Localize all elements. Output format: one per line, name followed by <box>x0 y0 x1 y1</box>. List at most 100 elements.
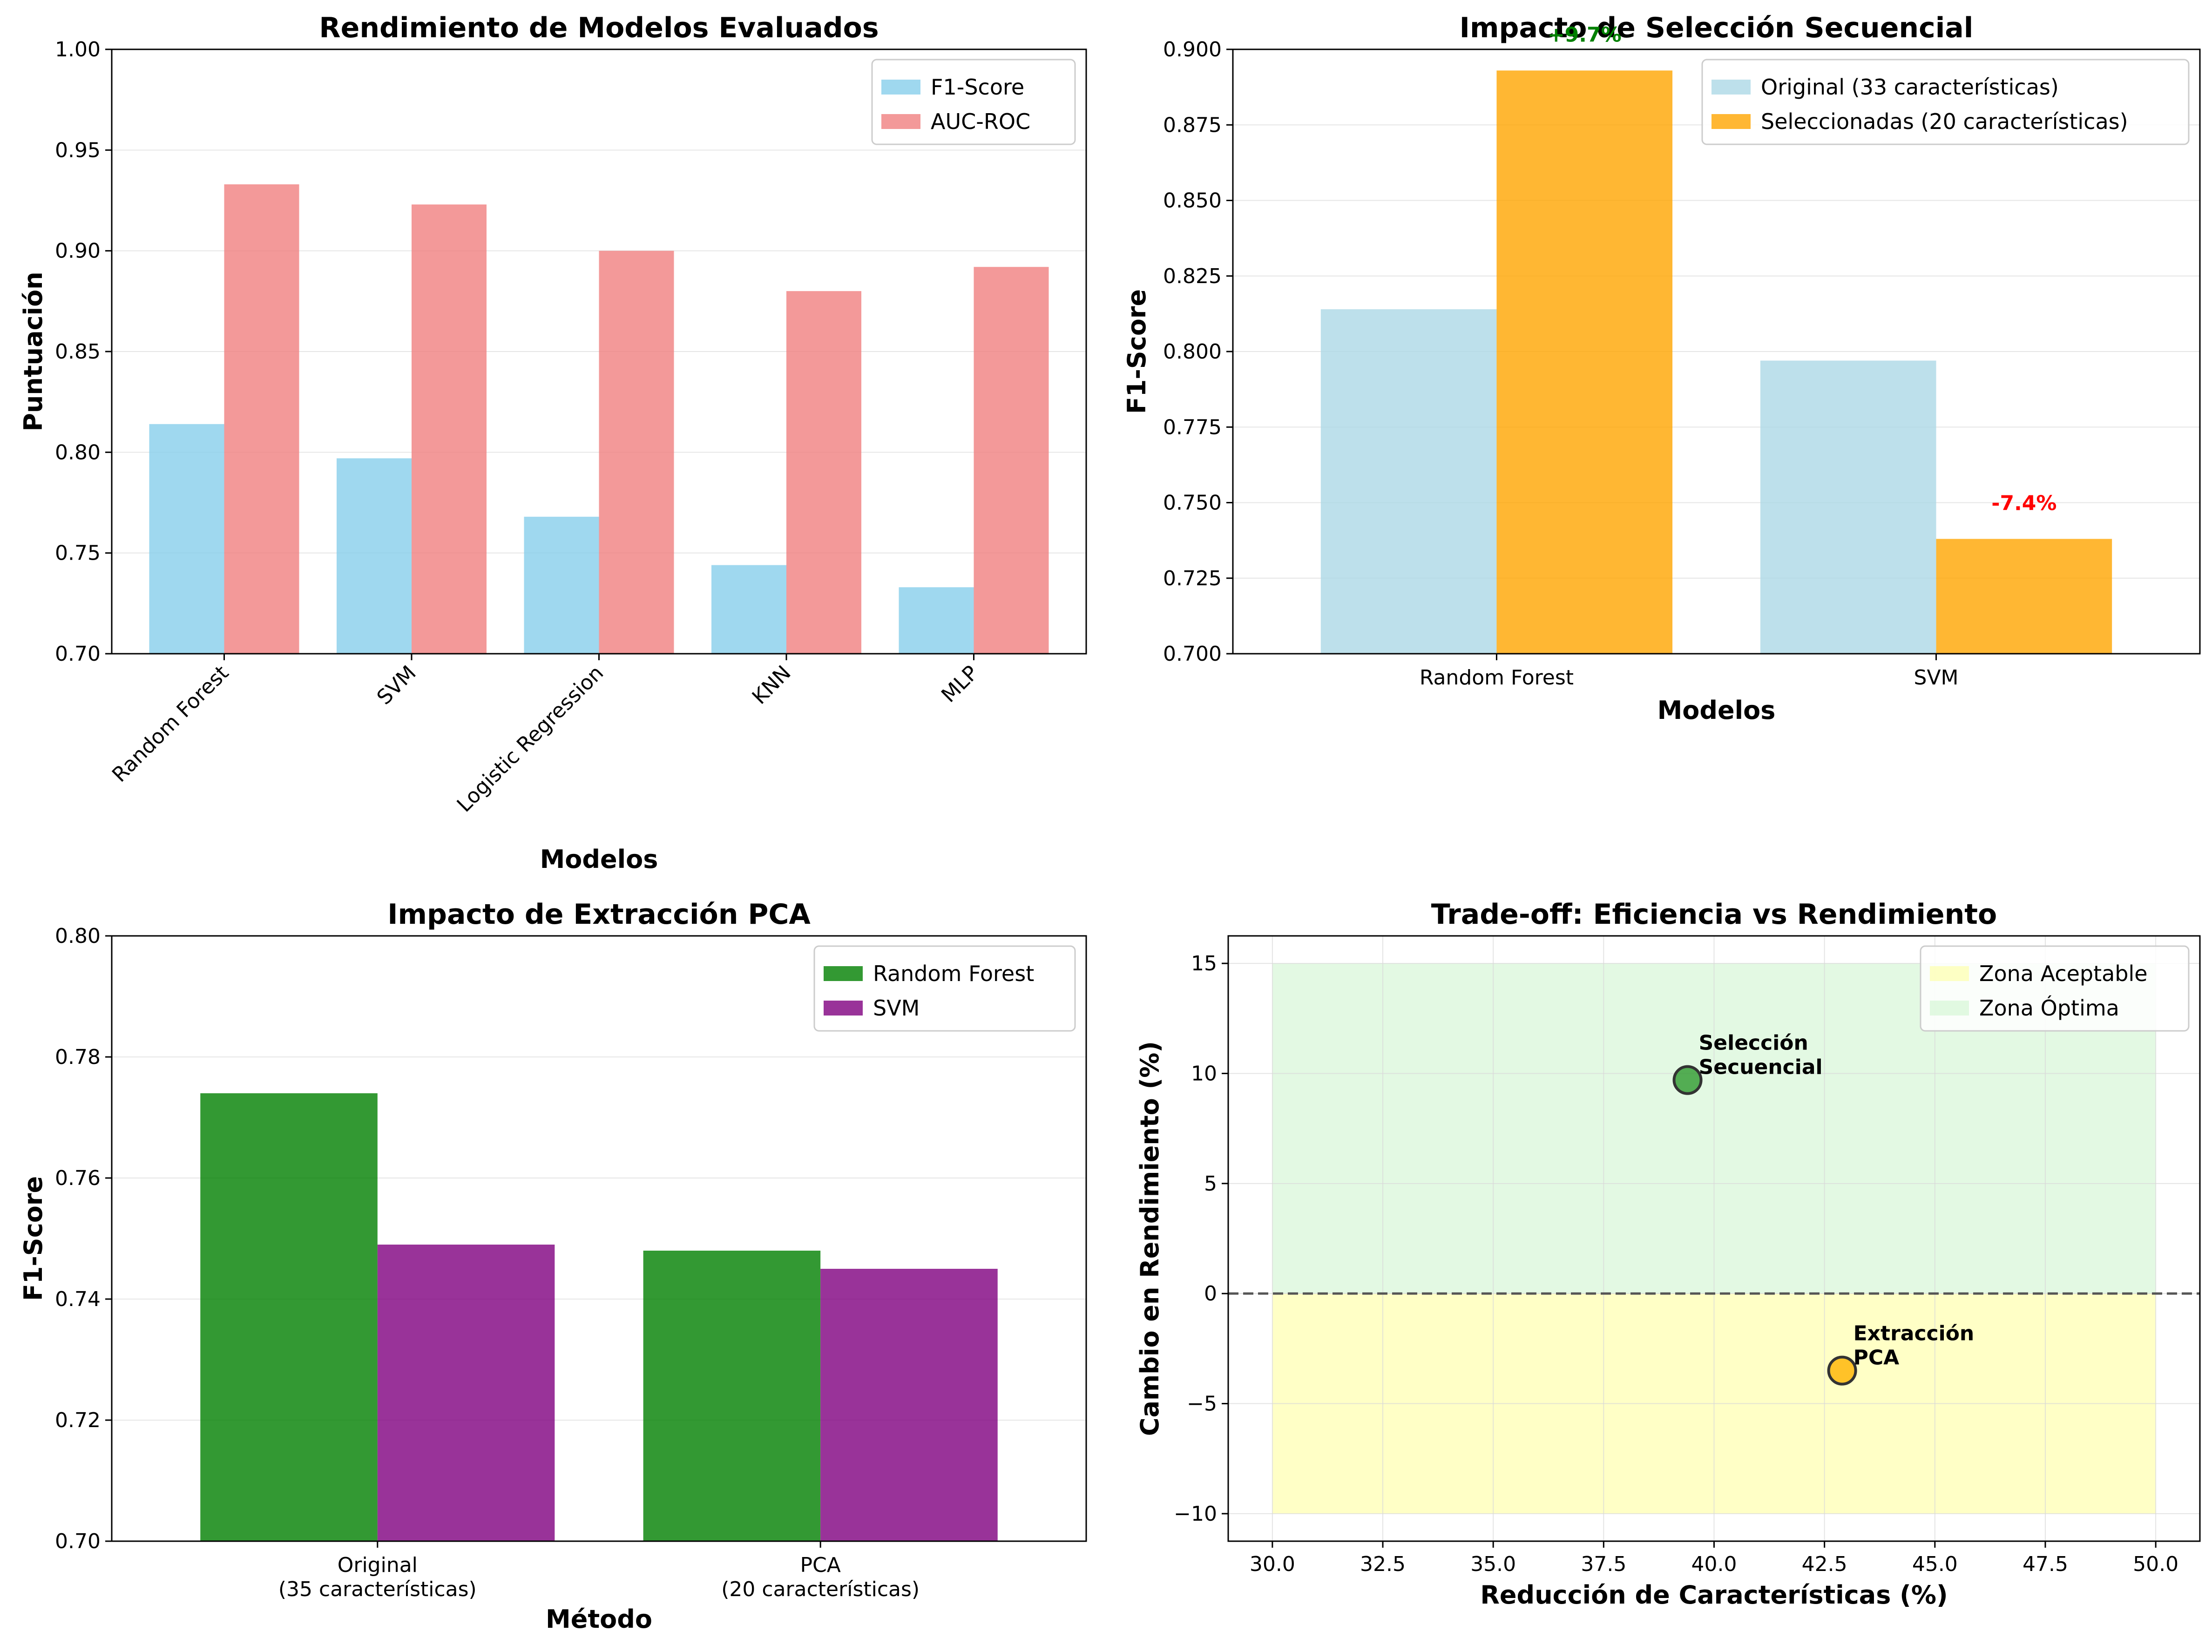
legend: Random Forest SVM <box>813 945 1076 1032</box>
chart-title: Impacto de Extracción PCA <box>387 898 811 931</box>
x-tick-label: Random Forest <box>1420 666 1574 690</box>
bar <box>1320 309 1497 654</box>
bar <box>599 251 674 654</box>
x-tick-label: MLP <box>937 661 983 707</box>
legend-swatch <box>1930 1001 1969 1016</box>
x-tick-label: SVM <box>372 661 421 710</box>
x-tick-label: 47.5 <box>2023 1552 2068 1576</box>
chart-3: 0.70 0.72 0.74 0.76 0.78 0.80 Original (35 cara… <box>19 898 1087 1634</box>
legend-swatch <box>881 114 920 129</box>
y-tick-label: 0.775 <box>1163 415 1222 439</box>
x-tick-label-line: Original <box>338 1553 418 1577</box>
chart-title: Impacto de Selección Secuencial <box>1460 12 1974 44</box>
y-tick-label: 0.75 <box>55 542 101 565</box>
x-tick-label-line: Random Forest <box>1420 666 1574 690</box>
y-tick-label: 0.90 <box>55 239 101 263</box>
point-label-line: Selección <box>1699 1031 1808 1055</box>
chart-4: Selección Secuencial Extracción PCA 30.0 32.5… <box>1135 898 2201 1610</box>
bar <box>1936 539 2112 654</box>
x-tick-label: 32.5 <box>1360 1552 1406 1576</box>
y-tick-label: 15 <box>1191 952 1217 975</box>
legend-label: Random Forest <box>873 961 1034 986</box>
y-tick-label: 0.725 <box>1163 567 1222 590</box>
y-tick-label: 5 <box>1204 1172 1217 1196</box>
bar-annotation: +9.7% <box>1548 23 1622 47</box>
y-tick-label: 0.78 <box>55 1045 101 1069</box>
bar <box>524 516 599 654</box>
legend-label: Seleccionadas (20 características) <box>1761 109 2128 134</box>
bar <box>899 587 974 654</box>
y-tick-label: 0.72 <box>55 1408 101 1432</box>
bar <box>820 1269 998 1541</box>
x-tick-label: 42.5 <box>1802 1552 1847 1576</box>
legend-label: AUC-ROC <box>931 109 1030 134</box>
x-tick-label: 35.0 <box>1470 1552 1516 1576</box>
chart-2: 0.700 0.725 0.750 0.775 0.800 0.825 0.850 0.875… <box>1122 12 2201 725</box>
y-tick-label: −5 <box>1187 1392 1217 1416</box>
bar <box>643 1251 821 1541</box>
scatter-point <box>1672 1065 1703 1095</box>
x-tick-label: 37.5 <box>1581 1552 1626 1576</box>
y-tick-label: 0.76 <box>55 1166 101 1190</box>
x-tick-label-line: (20 características) <box>721 1578 920 1601</box>
point-label-line: PCA <box>1853 1346 1900 1370</box>
x-tick-label: 50.0 <box>2133 1552 2178 1576</box>
y-axis-label: Cambio en Rendimiento (%) <box>1135 1041 1164 1436</box>
x-tick-label: SVM <box>1914 666 1959 690</box>
x-tick-label: 40.0 <box>1691 1552 1737 1576</box>
x-tick-label: Random Forest <box>108 661 233 787</box>
y-tick-label: 0.875 <box>1163 113 1222 137</box>
legend: Original (33 características) Seleccionad… <box>1701 59 2190 145</box>
chart-title: Trade-off: Eficiencia vs Rendimiento <box>1431 898 1997 931</box>
y-axis-label: F1-Score <box>1122 289 1151 414</box>
bar <box>974 267 1049 654</box>
legend-frame <box>871 59 1076 145</box>
legend-label: SVM <box>873 995 920 1021</box>
scatter-point <box>1827 1355 1857 1386</box>
legend-frame <box>813 945 1076 1032</box>
x-tick-label: Original (35 características) <box>278 1553 477 1601</box>
x-axis-label: Método <box>546 1605 652 1634</box>
y-tick-label: 0.700 <box>1163 642 1222 666</box>
x-tick-label: PCA (20 características) <box>721 1553 920 1601</box>
y-tick-label: 1.00 <box>55 38 101 61</box>
y-tick-label: 0.95 <box>55 138 101 162</box>
y-tick-label: 0.850 <box>1163 189 1222 213</box>
x-tick-label: 30.0 <box>1250 1552 1295 1576</box>
bar <box>412 204 487 654</box>
y-tick-label: 0.80 <box>55 924 101 948</box>
x-tick-label: 45.0 <box>1912 1552 1958 1576</box>
bar <box>224 184 299 654</box>
y-tick-label: −10 <box>1174 1502 1217 1526</box>
x-tick-label: Logistic Regression <box>453 661 609 817</box>
chart-1: 0.70 0.75 0.80 0.85 0.90 0.95 1.00 Random Fores… <box>19 12 1087 874</box>
legend-swatch <box>1930 966 1969 981</box>
legend-label: F1-Score <box>931 74 1024 100</box>
bar <box>786 291 861 654</box>
y-tick-label: 10 <box>1191 1062 1217 1085</box>
bar <box>149 424 224 654</box>
y-tick-label: 0.70 <box>55 642 101 666</box>
point-label: Extracción PCA <box>1853 1322 1975 1370</box>
legend-label: Zona Aceptable <box>1979 961 2148 986</box>
x-tick-label: KNN <box>748 661 796 709</box>
point-label-line: Secuencial <box>1699 1056 1823 1079</box>
legend-frame <box>1701 59 2190 145</box>
legend-swatch <box>824 1001 863 1016</box>
legend-frame <box>1920 945 2190 1032</box>
legend-label: Zona Óptima <box>1979 995 2119 1021</box>
y-tick-label: 0.70 <box>55 1530 101 1553</box>
chart-title: Rendimiento de Modelos Evaluados <box>319 12 879 44</box>
legend-swatch <box>881 80 920 95</box>
y-axis-label: F1-Score <box>19 1176 48 1301</box>
point-label: Selección Secuencial <box>1699 1031 1823 1079</box>
legend: Zona Aceptable Zona Óptima <box>1920 945 2190 1032</box>
axes-frame <box>111 935 1087 1542</box>
y-tick-label: 0.800 <box>1163 340 1222 364</box>
y-axis-label: Puntuación <box>19 271 48 431</box>
y-tick-label: 0.825 <box>1163 264 1222 288</box>
bar <box>377 1245 555 1541</box>
x-axis-label: Reducción de Características (%) <box>1480 1580 1948 1610</box>
bar <box>1760 360 1936 654</box>
